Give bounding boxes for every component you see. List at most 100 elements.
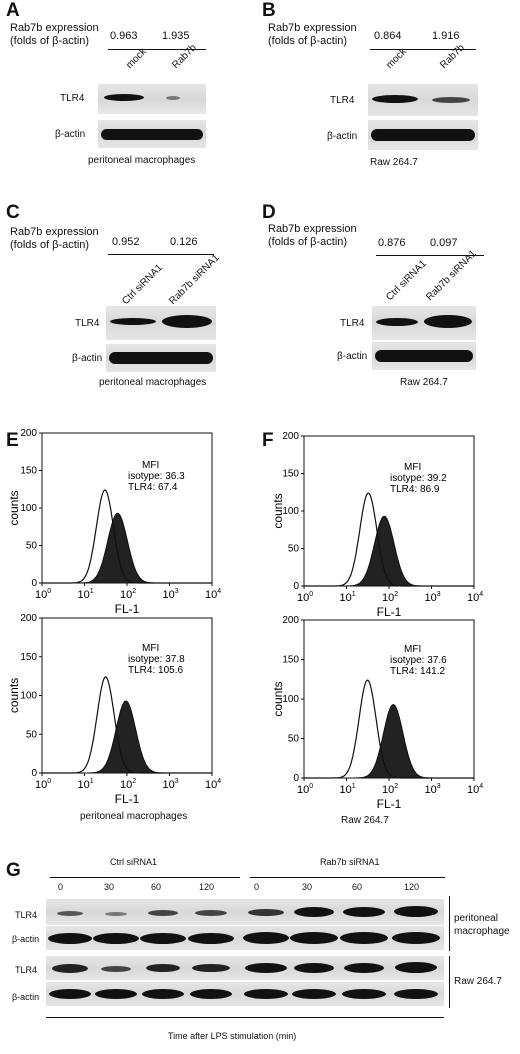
band [146,964,180,972]
tlr4-blot [106,306,216,340]
panel-label-f: F [262,430,274,451]
caption: Raw 264.7 [370,157,418,168]
y-tick-label: 150 [20,652,37,663]
time-label: 30 [104,882,115,892]
y-tick-label: 200 [282,615,299,626]
band [248,909,284,916]
band [49,989,91,999]
row-label-tlr4: TLR4 [330,95,355,106]
time-label: 120 [199,882,215,892]
x-axis-label: FL-1 [377,605,402,619]
tlr4-mfi: TLR4: 67.4 [128,482,178,493]
y-tick-label: 0 [293,581,299,592]
band [243,932,289,944]
y-tick-label: 150 [20,466,37,477]
isotype-mfi: isotype: 39.2 [390,473,447,484]
group-label: Rab7b siRNA1 [320,857,380,867]
y-tick-label: 200 [282,431,299,442]
beta-actin-blot [106,344,216,372]
band [371,129,475,141]
expression-value: 0.097 [430,237,458,249]
side-label: macrophage [454,926,510,937]
lane-label: Rab7b [438,42,467,71]
time-label: 60 [352,882,363,892]
time-label: 0 [254,882,260,892]
band [344,963,384,973]
tlr4-mfi: TLR4: 86.9 [390,484,440,495]
row-label-tlr4: TLR4 [75,318,100,329]
band [294,963,334,973]
x-tick-label: 100 [35,778,51,791]
x-tick-label: 103 [425,783,441,796]
band [392,932,440,944]
mfi-label: MFI [404,462,421,473]
caption: Raw 264.7 [400,377,448,388]
caption: peritoneal macrophages [88,155,196,166]
x-tick-label: 104 [467,591,483,604]
row-label-beta-actin: β-actin [12,934,40,944]
expression-value: 0.876 [378,237,406,249]
x-tick-label: 100 [297,783,313,796]
tlr4-histogram-series [42,512,212,584]
y-axis-label: counts [7,678,21,713]
band [105,912,127,916]
divider [108,254,214,255]
band [292,989,336,999]
band [192,964,230,972]
x-tick-label: 102 [120,588,136,601]
expression-label-line2: (folds of β-actin) [268,236,348,248]
band [394,989,438,999]
isotype-histogram-series [42,676,212,774]
expression-value: 1.916 [432,30,460,42]
band [343,907,385,917]
tlr4-blot-peritoneal [46,899,444,925]
isotype-histogram-series [304,679,474,779]
group-line [50,877,240,878]
band [342,989,386,999]
expression-value: 0.963 [110,30,138,42]
expression-value: 0.864 [374,30,402,42]
row-label-beta-actin: β-actin [337,351,368,362]
x-tick-label: 101 [78,588,94,601]
band [244,989,288,999]
expression-label-line1: Rab7b expression [10,226,99,238]
expression-label-line2: (folds of β-actin) [268,35,348,47]
expression-value: 0.952 [112,236,140,248]
mfi-label: MFI [404,644,421,655]
band [101,129,203,140]
band [110,318,156,325]
row-label-tlr4: TLR4 [60,93,85,104]
row-label-tlr4: TLR4 [15,965,38,975]
band [93,933,139,944]
beta-actin-blot-raw [46,982,444,1006]
band [162,315,212,328]
y-tick-label: 100 [282,506,299,517]
beta-actin-blot [372,342,476,370]
tlr4-blot [372,306,476,340]
band [190,989,232,999]
row-label-beta-actin: β-actin [72,353,103,364]
expression-value: 1.935 [162,30,190,42]
x-tick-label: 100 [35,588,51,601]
group-label: Ctrl siRNA1 [110,857,158,867]
x-tick-label: 103 [425,591,441,604]
y-tick-label: 50 [26,729,38,740]
y-tick-label: 50 [26,541,38,552]
tlr4-histogram-series [42,700,212,774]
tlr4-histogram-series [304,515,474,587]
band [394,906,438,917]
band [142,989,184,999]
expression-label-line2: (folds of β-actin) [10,239,90,251]
band [109,352,213,364]
band [148,910,178,916]
beta-actin-blot [98,120,206,148]
lane-label: Ctrl siRNA1 [384,258,429,303]
panel-label-d: D [262,202,276,223]
x-tick-label: 103 [163,778,179,791]
lane-label: Rab7b siRNA1 [424,248,479,303]
panel-label-e: E [6,430,19,451]
band [424,315,472,328]
tlr4-histogram-series [304,703,474,779]
